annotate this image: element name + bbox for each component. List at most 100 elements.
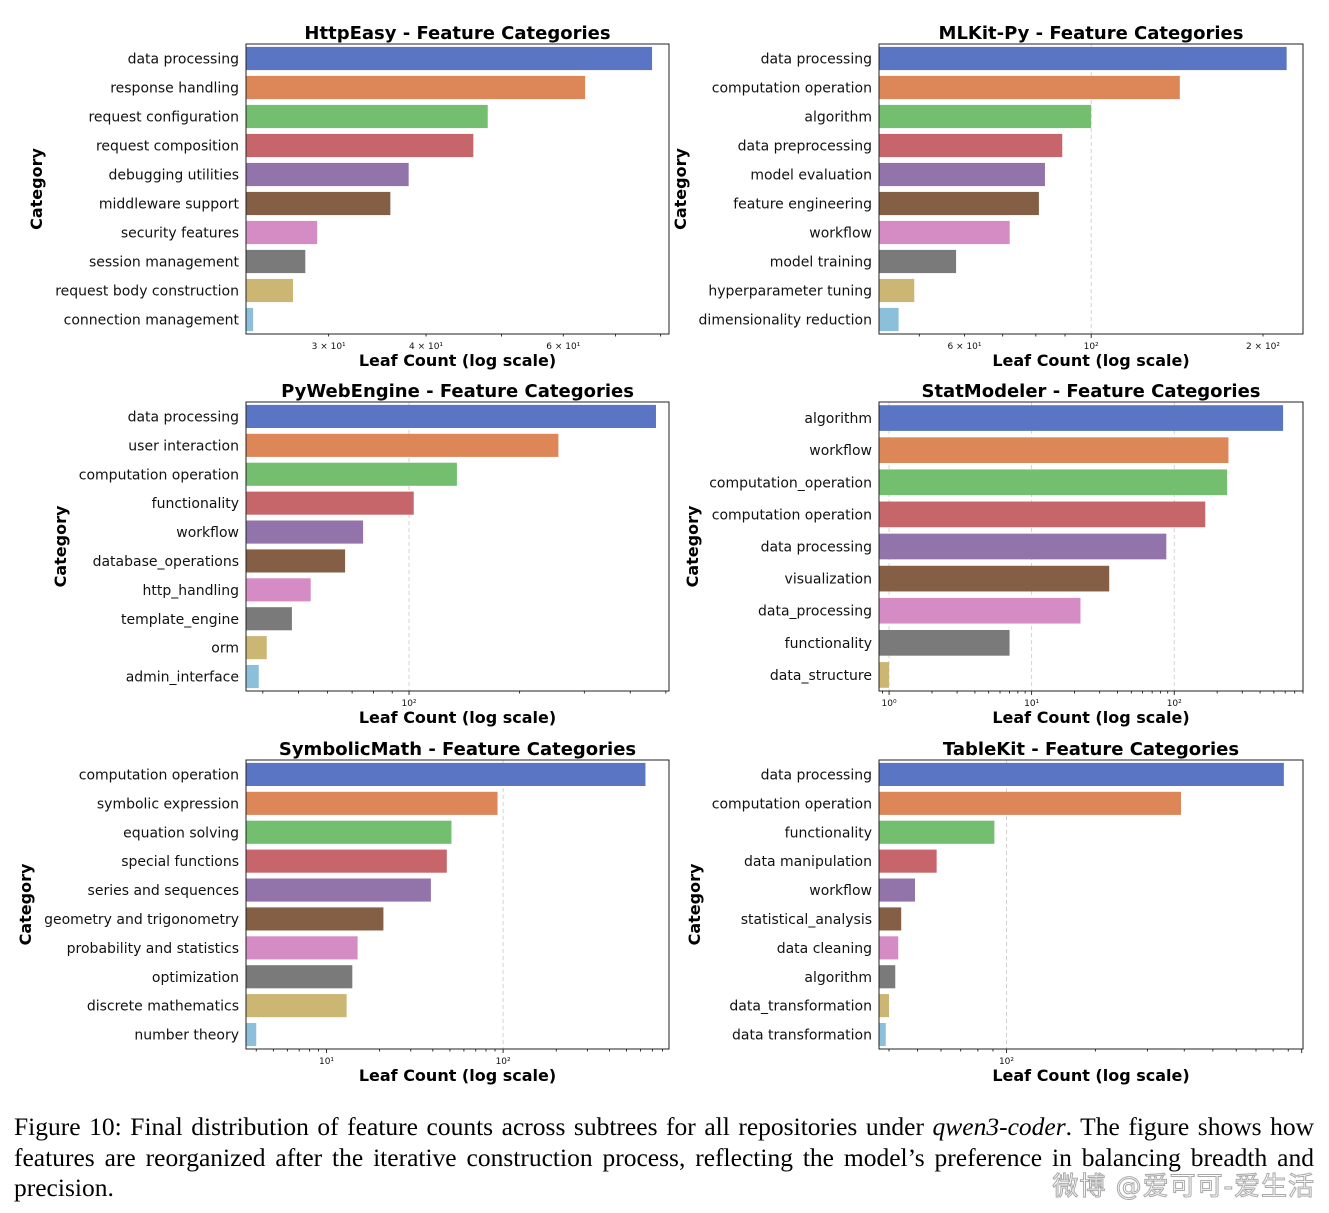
bar: [246, 549, 346, 573]
category-label: algorithm: [804, 411, 872, 427]
category-label: feature engineering: [733, 197, 872, 213]
x-axis-label: Leaf Count (log scale): [992, 708, 1189, 727]
bar: [879, 994, 889, 1018]
tick-label: 10¹: [319, 1057, 334, 1067]
category-label: optimization: [152, 970, 239, 986]
bar: [246, 46, 653, 71]
category-label: special functions: [121, 854, 239, 870]
category-label: session management: [89, 255, 240, 271]
chart-5: data processing computation operation func…: [685, 739, 1304, 1085]
chart-4: computation operation symbolic expression…: [16, 739, 670, 1085]
category-label: functionality: [785, 825, 872, 841]
bar: [246, 491, 414, 515]
bar: [879, 820, 995, 844]
category-label: number theory: [134, 1028, 239, 1044]
category-label: workflow: [809, 226, 872, 242]
tick-label: 10²: [1167, 699, 1182, 709]
bar: [879, 75, 1180, 100]
bar: [246, 849, 447, 873]
bar: [879, 133, 1063, 158]
bar: [879, 220, 1010, 245]
bar: [879, 405, 1284, 431]
bar: [879, 878, 916, 902]
bar: [246, 249, 306, 274]
plot-frame: [878, 759, 1304, 1050]
category-label: request body construction: [55, 284, 239, 300]
x-axis-label: Leaf Count (log scale): [992, 351, 1189, 370]
category-label: data_structure: [770, 668, 872, 684]
category-label: data_transformation: [729, 999, 872, 1015]
plot-frame: [245, 759, 670, 1050]
tick-label: 3 × 10¹: [312, 342, 346, 352]
chart-1: data processing computation operation algo…: [671, 23, 1304, 370]
category-label: discrete mathematics: [87, 999, 239, 1015]
x-axis-label: Leaf Count (log scale): [992, 1066, 1189, 1085]
bar: [246, 994, 347, 1018]
bar: [879, 629, 1010, 656]
category-label: debugging utilities: [109, 168, 239, 184]
chart-title: PyWebEngine - Feature Categories: [281, 381, 634, 402]
category-label: computation operation: [79, 467, 239, 483]
bar: [879, 762, 1284, 787]
bar: [246, 762, 646, 787]
bar: [879, 191, 1039, 216]
category-label: algorithm: [804, 110, 872, 126]
category-label: template_engine: [121, 612, 239, 628]
category-label: admin_interface: [126, 670, 239, 686]
tick-label: 6 × 10¹: [546, 342, 580, 352]
category-label: series and sequences: [88, 883, 239, 899]
bar: [246, 162, 409, 187]
category-label: computation operation: [712, 796, 872, 812]
y-axis-label: Category: [27, 148, 46, 230]
bar: [246, 878, 431, 902]
category-label: visualization: [785, 572, 872, 588]
bar: [246, 791, 498, 815]
category-label: data processing: [761, 767, 872, 783]
tick-label: 10²: [999, 1057, 1014, 1067]
category-label: connection management: [64, 313, 240, 329]
caption-suffix: . The figure shows how features are reor…: [14, 1112, 1314, 1202]
category-label: data processing: [128, 52, 239, 68]
y-axis-label: Category: [683, 505, 702, 587]
watermark: 微博 @爱可可-爱生活: [1052, 1172, 1315, 1203]
category-label: dimensionality reduction: [699, 313, 872, 329]
category-label: data processing: [128, 409, 239, 425]
category-label: orm: [211, 641, 239, 657]
plot-frame: [245, 401, 670, 692]
category-label: statistical_analysis: [741, 912, 872, 928]
bar: [246, 191, 391, 216]
tick-label: 10⁰: [882, 699, 897, 709]
bar: [246, 462, 457, 486]
bar: [879, 565, 1110, 592]
bar: [879, 533, 1167, 560]
category-label: user interaction: [128, 438, 239, 454]
chart-0: data processing response handling request …: [27, 23, 670, 370]
category-label: model training: [770, 255, 872, 271]
chart-title: StatModeler - Feature Categories: [921, 381, 1260, 402]
plot-frame: [245, 43, 670, 335]
bar: [879, 662, 890, 688]
bar: [879, 936, 899, 960]
chart-title: MLKit-Py - Feature Categories: [939, 23, 1244, 44]
bar: [246, 664, 259, 689]
bar: [246, 307, 254, 332]
chart-3: algorithm workflow computation_operationco…: [683, 381, 1304, 727]
y-axis-label: Category: [16, 863, 35, 945]
category-label: model evaluation: [750, 168, 872, 184]
bar: [246, 75, 586, 100]
y-axis-label: Category: [51, 505, 70, 587]
category-label: equation solving: [123, 825, 239, 841]
caption-model: qwen3-coder: [932, 1112, 1066, 1141]
x-axis-label: Leaf Count (log scale): [359, 351, 556, 370]
x-axis-label: Leaf Count (log scale): [359, 708, 556, 727]
bar: [246, 636, 267, 660]
bar: [879, 501, 1206, 528]
bar: [879, 104, 1092, 129]
bar: [246, 607, 292, 631]
category-label: data_processing: [758, 604, 872, 620]
bar: [879, 278, 915, 303]
bar: [879, 437, 1229, 464]
chart-title: TableKit - Feature Categories: [943, 739, 1239, 760]
category-label: algorithm: [804, 970, 872, 986]
category-label: response handling: [110, 81, 239, 97]
